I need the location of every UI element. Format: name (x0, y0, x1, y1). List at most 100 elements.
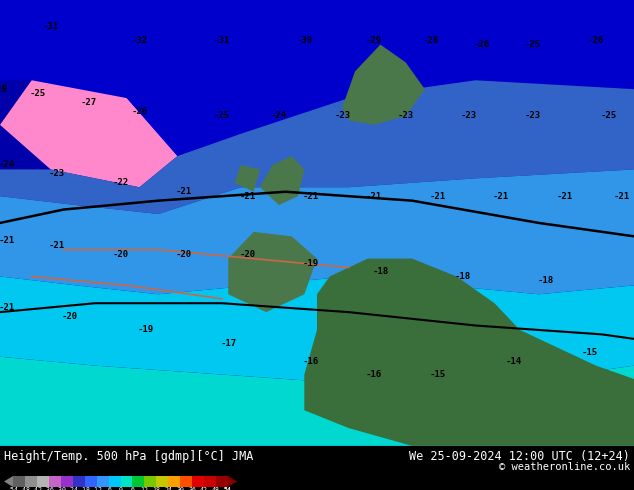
Text: -23: -23 (524, 111, 541, 121)
Text: -24: -24 (271, 111, 287, 121)
Text: -31: -31 (42, 22, 59, 31)
Text: -29: -29 (366, 36, 382, 45)
Bar (180, 476, 192, 487)
Text: -28: -28 (423, 36, 439, 45)
Text: -19: -19 (302, 259, 319, 268)
Text: -36: -36 (43, 488, 55, 490)
Text: -23: -23 (49, 170, 65, 178)
Text: -21: -21 (493, 192, 509, 201)
Text: 24: 24 (164, 488, 172, 490)
Polygon shape (0, 0, 634, 156)
Text: -12: -12 (91, 488, 103, 490)
Text: 36: 36 (188, 488, 196, 490)
Text: -17: -17 (220, 339, 236, 348)
Text: -14: -14 (505, 357, 522, 366)
Text: -26: -26 (474, 40, 490, 49)
Bar (108, 476, 120, 487)
Text: We 25-09-2024 12:00 UTC (12+24): We 25-09-2024 12:00 UTC (12+24) (409, 450, 630, 463)
Text: -54: -54 (7, 488, 19, 490)
Text: 6: 6 (131, 488, 134, 490)
Text: 54: 54 (224, 488, 232, 490)
Text: -15: -15 (581, 348, 598, 357)
Text: -21: -21 (0, 303, 15, 312)
Text: -19: -19 (138, 325, 154, 335)
Text: -26: -26 (131, 107, 148, 116)
Text: -6: -6 (105, 488, 113, 490)
Text: -25: -25 (214, 111, 230, 121)
Text: 12: 12 (140, 488, 148, 490)
Text: -27: -27 (81, 98, 97, 107)
Text: -25: -25 (524, 40, 541, 49)
Text: -48: -48 (19, 488, 31, 490)
Bar (133, 476, 145, 487)
Text: -22: -22 (112, 178, 129, 187)
Text: -23: -23 (334, 111, 351, 121)
Text: -42: -42 (31, 488, 43, 490)
Text: 54: 54 (224, 488, 232, 490)
Text: 42: 42 (200, 488, 208, 490)
Text: 30: 30 (176, 488, 184, 490)
Polygon shape (0, 357, 634, 446)
Text: 0: 0 (119, 488, 122, 490)
Text: -21: -21 (429, 192, 446, 201)
Text: -15: -15 (429, 370, 446, 379)
Text: -20: -20 (239, 250, 256, 259)
Text: -21: -21 (366, 192, 382, 201)
Polygon shape (235, 165, 260, 192)
Bar (157, 476, 168, 487)
Polygon shape (228, 476, 237, 487)
Text: -20: -20 (61, 312, 78, 321)
Bar (192, 476, 204, 487)
Text: -30: -30 (55, 488, 67, 490)
Bar (168, 476, 180, 487)
Bar (120, 476, 133, 487)
Text: -25: -25 (30, 89, 46, 98)
Text: -24: -24 (67, 488, 79, 490)
Bar (96, 476, 108, 487)
Text: -30: -30 (296, 36, 313, 45)
Bar (25, 476, 37, 487)
Text: -32: -32 (131, 36, 148, 45)
Bar (37, 476, 49, 487)
Bar (216, 476, 228, 487)
Polygon shape (0, 276, 634, 384)
Text: -21: -21 (239, 192, 256, 201)
Text: -28: -28 (0, 85, 8, 94)
Text: -21: -21 (0, 236, 15, 245)
Text: -18: -18 (455, 272, 471, 281)
Polygon shape (0, 53, 178, 187)
Polygon shape (228, 232, 317, 312)
Bar (61, 476, 73, 487)
Text: © weatheronline.co.uk: © weatheronline.co.uk (499, 462, 630, 472)
Bar (13, 476, 25, 487)
Bar (145, 476, 157, 487)
Text: -21: -21 (613, 192, 630, 201)
Polygon shape (0, 170, 634, 294)
Text: -16: -16 (366, 370, 382, 379)
Text: -24: -24 (0, 161, 15, 170)
Text: -26: -26 (588, 36, 604, 45)
Text: -21: -21 (302, 192, 319, 201)
Text: -25: -25 (600, 111, 617, 121)
Polygon shape (342, 45, 425, 125)
Polygon shape (4, 476, 13, 487)
Bar (85, 476, 96, 487)
Text: -18: -18 (537, 276, 553, 285)
Text: -16: -16 (302, 357, 319, 366)
Text: Height/Temp. 500 hPa [gdmp][°C] JMA: Height/Temp. 500 hPa [gdmp][°C] JMA (4, 450, 254, 463)
Polygon shape (0, 80, 634, 214)
Text: -20: -20 (112, 250, 129, 259)
Text: -31: -31 (214, 36, 230, 45)
Text: -20: -20 (176, 250, 192, 259)
Polygon shape (260, 156, 304, 205)
Text: -18: -18 (79, 488, 91, 490)
Bar (73, 476, 85, 487)
Text: 48: 48 (212, 488, 220, 490)
Text: -23: -23 (461, 111, 477, 121)
Text: -18: -18 (372, 268, 389, 276)
Bar (49, 476, 61, 487)
Text: 18: 18 (152, 488, 160, 490)
Text: -21: -21 (556, 192, 573, 201)
Text: -21: -21 (49, 241, 65, 250)
Text: -21: -21 (176, 187, 192, 196)
